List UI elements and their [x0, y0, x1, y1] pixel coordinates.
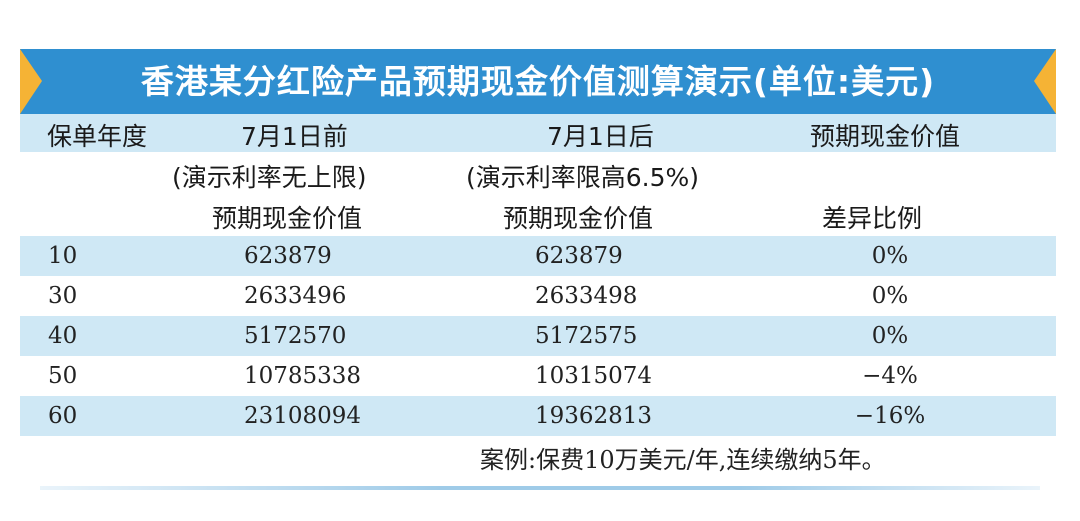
cell-before: 10785338: [244, 363, 362, 389]
header-after: 7月1日后: [547, 122, 654, 151]
header-after-note: (演示利率限高6.5%): [466, 163, 700, 192]
table-row: 40 5172570 5172575 0%: [20, 316, 1056, 356]
footnote: 案例:保费10万美元/年,连续缴纳5年。: [480, 446, 886, 474]
cell-before: 623879: [244, 243, 332, 269]
cell-after: 5172575: [535, 323, 638, 349]
header-band: [20, 114, 1056, 152]
cell-ratio: 0%: [871, 283, 909, 309]
title-bar: 香港某分红险产品预期现金价值测算演示(单位:美元): [20, 49, 1056, 114]
cell-year: 10: [48, 243, 78, 269]
header-ratio-sub: 差异比例: [822, 204, 923, 233]
cell-year: 60: [48, 403, 78, 429]
bottom-divider: [40, 486, 1040, 490]
table-row: 30 2633496 2633498 0%: [20, 276, 1056, 316]
cell-before: 5172570: [244, 323, 347, 349]
cell-ratio: 0%: [871, 323, 909, 349]
table-row: 50 10785338 10315074 −4%: [20, 356, 1056, 396]
header-year: 保单年度: [47, 122, 148, 151]
header-before-note: (演示利率无上限): [172, 163, 367, 192]
header-before-sub: 预期现金价值: [212, 204, 363, 233]
right-arrow-decoration: [1034, 49, 1056, 114]
cell-ratio: 0%: [871, 243, 909, 269]
table-row: 10 623879 623879 0%: [20, 236, 1056, 276]
table-title: 香港某分红险产品预期现金价值测算演示(单位:美元): [140, 62, 936, 101]
cell-after: 2633498: [535, 283, 638, 309]
cell-ratio: −16%: [854, 403, 926, 429]
cell-before: 23108094: [244, 403, 362, 429]
header-after-sub: 预期现金价值: [503, 204, 654, 233]
header-before: 7月1日前: [241, 122, 348, 151]
cell-after: 10315074: [535, 363, 653, 389]
cell-ratio: −4%: [862, 363, 918, 389]
cell-after: 623879: [535, 243, 623, 269]
cell-year: 40: [48, 323, 78, 349]
table-row: 60 23108094 19362813 −16%: [20, 396, 1056, 436]
cell-year: 30: [48, 283, 78, 309]
header-value: 预期现金价值: [810, 122, 961, 151]
cell-after: 19362813: [535, 403, 653, 429]
cell-year: 50: [48, 363, 78, 389]
left-arrow-decoration: [20, 49, 42, 114]
cell-before: 2633496: [244, 283, 347, 309]
